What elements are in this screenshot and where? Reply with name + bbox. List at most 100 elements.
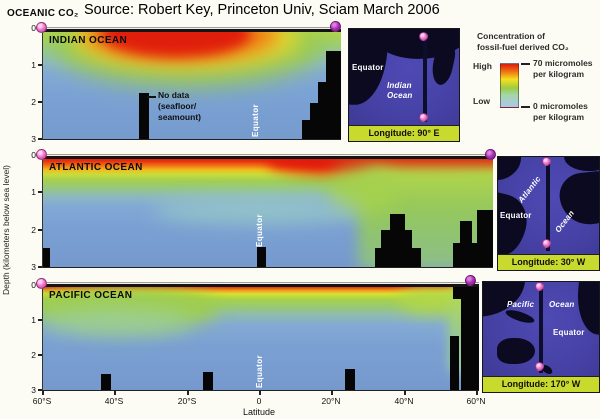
- legend-min-line2: per kilogram: [533, 112, 585, 122]
- panel-indian-ocean: INDIAN OCEAN Equator: [42, 27, 341, 140]
- latitude-tick-mark: [404, 391, 406, 395]
- longitude-bar-indian: Longitude: 90° E: [349, 125, 459, 141]
- latitude-tick-mark: [331, 391, 333, 395]
- legend-title-line1: Concentration of: [477, 31, 545, 41]
- map-ocean-name-pacific-1: Pacific: [507, 300, 535, 309]
- track-line-pacific-map: [539, 285, 543, 373]
- equator-label-indian: Equator: [251, 103, 260, 137]
- seafloor-atlantic-6: [453, 243, 493, 267]
- inset-map-area-atlantic: Equator Atlantic Ocean: [498, 157, 599, 254]
- depth-tick-mark: [38, 101, 42, 103]
- track-endpoint-dot-indian-south: [36, 22, 47, 33]
- longitude-bar-atlantic: Longitude: 30° W: [498, 254, 599, 270]
- latitude-tick-label: 0: [256, 396, 262, 406]
- panel-pacific-ocean: PACIFIC OCEAN Equator: [42, 282, 479, 391]
- longitude-bar-pacific: Longitude: 170° W: [483, 376, 599, 392]
- seamount-pacific-3: [345, 369, 355, 390]
- map-dot-pacific-south: [535, 362, 544, 371]
- depth-tick-label: 0: [31, 150, 36, 160]
- legend-max-line2: per kilogram: [533, 69, 585, 79]
- depth-tick-mark: [38, 191, 42, 193]
- legend-tick-min: [521, 106, 530, 108]
- map-equator-label-atlantic: Equator: [500, 211, 532, 220]
- depth-tick-label: 2: [31, 225, 36, 235]
- ship-track-line-atlantic: [43, 154, 493, 159]
- depth-tick-label: 0: [31, 23, 36, 33]
- depth-tick-mark: [38, 389, 42, 391]
- depth-tick-label: 3: [31, 134, 36, 144]
- inset-map-pacific: Pacific Ocean Equator Longitude: 170° W: [482, 281, 600, 393]
- map-equator-label-indian: Equator: [352, 63, 384, 72]
- track-endpoint-dot-indian-north: [330, 21, 341, 32]
- depth-tick-mark: [38, 354, 42, 356]
- map-dot-indian-south: [419, 113, 428, 122]
- legend-tick-max: [521, 63, 530, 65]
- depth-tick-label: 0: [31, 280, 36, 290]
- ship-track-line-indian: [43, 27, 341, 32]
- seafloor-atlantic-sw: [43, 248, 50, 267]
- landmass-indonesia: [504, 307, 536, 326]
- legend-high-label: High: [473, 61, 492, 71]
- annotation-no-data-line3: seamount): [158, 112, 201, 122]
- seamount-pacific-1: [101, 374, 111, 390]
- map-ocean-name-indian-1: Indian: [387, 81, 412, 90]
- annotation-leader-line: [147, 96, 156, 98]
- seafloor-atlantic-3: [375, 248, 421, 267]
- ship-track-line-pacific: [43, 282, 479, 287]
- depth-tick-label: 1: [31, 315, 36, 325]
- depth-tick-label: 2: [31, 97, 36, 107]
- x-axis-title: Latitude: [242, 407, 276, 417]
- seafloor-pacific-2: [461, 287, 479, 390]
- y-axis-title: Depth (kilometers below sea level): [1, 165, 11, 295]
- depth-tick-label: 1: [31, 187, 36, 197]
- legend-max-line1: 70 micromoles: [533, 58, 593, 68]
- depth-tick-mark: [38, 138, 42, 140]
- seafloor-pacific-3: [453, 287, 463, 299]
- latitude-tick-mark: [42, 391, 44, 395]
- depth-tick-label: 2: [31, 350, 36, 360]
- landmass-south-america: [498, 190, 533, 254]
- track-line-indian-map: [423, 32, 427, 122]
- panel-atlantic-ocean: ATLANTIC OCEAN Equator: [42, 154, 493, 268]
- map-ocean-name-pacific-2: Ocean: [549, 300, 575, 309]
- seafloor-pacific-1: [450, 336, 459, 390]
- depth-tick-label: 3: [31, 262, 36, 272]
- map-ocean-name-atlantic-2: Ocean: [553, 208, 577, 235]
- source-title: Source: Robert Key, Princeton Univ, Scia…: [84, 2, 440, 18]
- latitude-tick-label: 40°S: [104, 396, 124, 406]
- equator-label-pacific: Equator: [255, 354, 264, 388]
- latitude-tick-mark: [114, 391, 116, 395]
- legend-low-label: Low: [473, 96, 490, 106]
- equator-label-atlantic: Equator: [255, 213, 264, 247]
- heat-blob-cyan-pacific: [43, 308, 193, 334]
- latitude-tick-mark: [259, 391, 261, 395]
- map-dot-pacific-north: [535, 282, 544, 291]
- legend-title-line2: fossil-fuel derived CO₂: [477, 42, 569, 52]
- panel-title-atlantic: ATLANTIC OCEAN: [49, 162, 143, 173]
- depth-tick-mark: [38, 266, 42, 268]
- map-ocean-name-indian-2: Ocean: [387, 91, 413, 100]
- track-endpoint-dot-atlantic-north: [485, 149, 496, 160]
- depth-tick-mark: [38, 319, 42, 321]
- latitude-tick-mark: [187, 391, 189, 395]
- annotation-no-data-line2: (seafloor/: [158, 101, 197, 111]
- inset-map-indian: Equator Indian Ocean Longitude: 90° E: [348, 28, 460, 142]
- panel-title-indian: INDIAN OCEAN: [49, 35, 128, 46]
- legend-colorbar: [500, 63, 519, 108]
- landmass-europe: [564, 157, 599, 171]
- latitude-tick-label: 20°S: [177, 396, 197, 406]
- map-dot-indian-north: [419, 32, 428, 41]
- track-line-atlantic-map: [546, 160, 550, 251]
- track-endpoint-dot-pacific-south: [36, 278, 47, 289]
- depth-tick-label: 3: [31, 385, 36, 395]
- map-ocean-name-atlantic-1: Atlantic: [516, 174, 543, 205]
- seamount-pacific-2: [203, 372, 213, 390]
- annotation-no-data-line1: No data: [158, 90, 190, 100]
- inset-map-area-pacific: Pacific Ocean Equator: [483, 282, 599, 376]
- latitude-tick-label: 20°N: [321, 396, 341, 406]
- inset-map-area-indian: Equator Indian Ocean: [349, 29, 459, 125]
- no-data-bar-indian: [139, 93, 149, 139]
- map-dot-atlantic-south: [542, 239, 551, 248]
- map-dot-atlantic-north: [542, 157, 551, 166]
